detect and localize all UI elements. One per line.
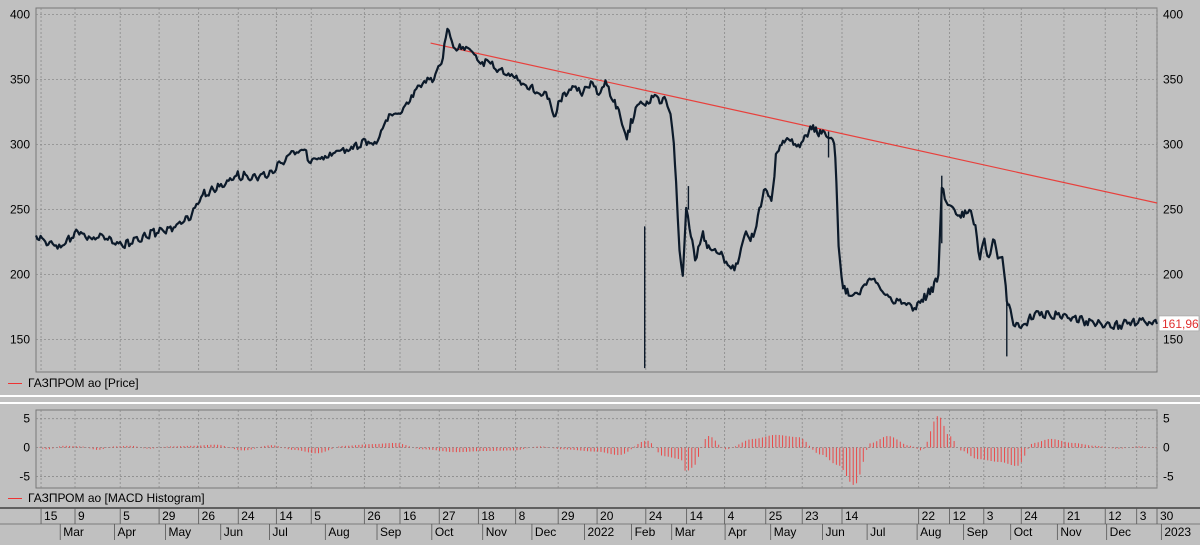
macd-y-tick-label-left: -5: [19, 469, 30, 483]
x-month-tick-label: Jun: [224, 525, 243, 539]
x-day-tick-label: 23: [805, 509, 819, 523]
macd-histogram-layer: [38, 416, 1157, 485]
price-y-axis-left: 400 350 300 250 200 150: [10, 8, 30, 347]
last-price-label: 161,96: [1162, 317, 1199, 331]
price-legend-label: ГАЗПРОМ ао [Price]: [28, 376, 139, 390]
macd-y-axis-right: 5 0 -5: [1163, 412, 1174, 484]
x-day-tick-label: 26: [367, 509, 381, 523]
price-y-tick-label-right: 250: [1163, 203, 1183, 217]
price-legend-swatch: [8, 382, 22, 384]
x-month-tick-label: Apr: [117, 525, 136, 539]
price-plot-frame: [35, 7, 1158, 373]
macd-y-tick-label-right: -5: [1163, 469, 1174, 483]
x-day-tick-label: 5: [123, 509, 130, 523]
x-day-tick-label: 24: [1024, 509, 1038, 523]
x-day-tick-label: 29: [162, 509, 176, 523]
x-month-tick-label: Nov: [486, 525, 507, 539]
price-y-tick-label-left: 350: [10, 73, 30, 87]
x-month-tick-label: Jul: [272, 525, 287, 539]
x-day-tick-label: 14: [279, 509, 293, 523]
x-month-tick-label: Sep: [380, 525, 402, 539]
x-month-tick-label: May: [774, 525, 797, 539]
macd-grid: [35, 409, 1158, 489]
x-month-tick-label: 2022: [588, 525, 615, 539]
trend-line-layer: [430, 42, 1158, 204]
x-month-tick-label: Sep: [967, 525, 989, 539]
x-day-tick-label: 16: [403, 509, 417, 523]
x-day-tick-label: 22: [922, 509, 936, 523]
x-day-tick-label: 15: [44, 509, 58, 523]
price-y-tick-label-left: 250: [10, 203, 30, 217]
x-month-tick-label: Aug: [328, 525, 349, 539]
x-day-tick-label: 24: [241, 509, 255, 523]
x-axis: 15 9 5 29 26 24 14 5 26 16 27 18 8 29 20 24 14 4 25 23 14 22 1…: [0, 507, 1200, 540]
x-day-tick-label: 4: [728, 509, 735, 523]
price-y-tick-label-right: 300: [1163, 138, 1183, 152]
x-month-tick-label: Dec: [535, 525, 556, 539]
x-day-tick-label: 24: [649, 509, 663, 523]
price-series-line: [34, 27, 1159, 330]
x-day-tick-label: 18: [481, 509, 495, 523]
pane-separator: [0, 395, 1200, 404]
x-month-tick-label: Mar: [675, 525, 696, 539]
x-day-tick-label: 8: [519, 509, 526, 523]
x-month-tick-label: Jul: [870, 525, 885, 539]
x-month-tick-label: Jun: [825, 525, 844, 539]
x-day-tick-label: 26: [202, 509, 216, 523]
x-month-tick-label: Aug: [920, 525, 941, 539]
last-price-box: [1158, 315, 1200, 332]
price-y-tick-label-left: 300: [10, 138, 30, 152]
price-y-tick-label-left: 150: [10, 333, 30, 347]
macd-plot-frame: [35, 409, 1158, 489]
x-day-tick-label: 12: [1108, 509, 1122, 523]
x-month-tick-label: 2023: [1164, 525, 1191, 539]
price-y-tick-label-right: 150: [1163, 333, 1183, 347]
price-y-tick-label-right: 350: [1163, 73, 1183, 87]
price-y-axis-right: 400 350 300 250 200 150: [1163, 8, 1183, 347]
price-grid: [35, 7, 1158, 373]
x-month-tick-label: Mar: [63, 525, 84, 539]
macd-legend-label: ГАЗПРОМ ао [MACD Histogram]: [28, 491, 205, 505]
trend-line: [430, 42, 1158, 204]
x-month-tick-label: Nov: [1060, 525, 1081, 539]
x-day-tick-label: 29: [561, 509, 575, 523]
x-day-tick-label: 14: [690, 509, 704, 523]
x-month-tick-label: Dec: [1110, 525, 1131, 539]
macd-y-tick-label-left: 5: [23, 412, 30, 426]
x-month-tick-label: Oct: [435, 525, 454, 539]
macd-legend-swatch: [8, 497, 22, 499]
x-day-tick-label: 25: [769, 509, 783, 523]
x-day-tick-label: 27: [442, 509, 456, 523]
x-month-tick-label: Oct: [1014, 525, 1033, 539]
macd-legend: ГАЗПРОМ ао [MACD Histogram]: [8, 491, 205, 505]
x-day-tick-label: 14: [845, 509, 859, 523]
x-day-tick-label: 5: [314, 509, 321, 523]
macd-y-tick-label-left: 0: [23, 441, 30, 455]
macd-y-tick-label-right: 0: [1163, 441, 1170, 455]
x-day-tick-label: 3: [987, 509, 994, 523]
x-day-tick-label: 20: [600, 509, 614, 523]
x-month-tick-label: Apr: [728, 525, 747, 539]
x-day-tick-label: 12: [953, 509, 967, 523]
price-series-layer: [34, 27, 1159, 369]
price-y-tick-label-left: 200: [10, 268, 30, 282]
x-month-tick-label: Feb: [635, 525, 656, 539]
x-day-tick-label: 30: [1160, 509, 1174, 523]
x-day-tick-label: 9: [78, 509, 85, 523]
price-y-tick-label-right: 200: [1163, 268, 1183, 282]
x-day-tick-label: 3: [1140, 509, 1147, 523]
macd-y-tick-label-right: 5: [1163, 412, 1170, 426]
x-month-tick-label: May: [168, 525, 191, 539]
macd-y-axis-left: 5 0 -5: [19, 412, 30, 484]
last-price-marker: 161,96: [1158, 315, 1200, 332]
price-legend: ГАЗПРОМ ао [Price]: [8, 376, 139, 390]
x-day-tick-label: 21: [1067, 509, 1081, 523]
price-y-tick-label-left: 400: [10, 8, 30, 22]
price-y-tick-label-right: 400: [1163, 8, 1183, 22]
